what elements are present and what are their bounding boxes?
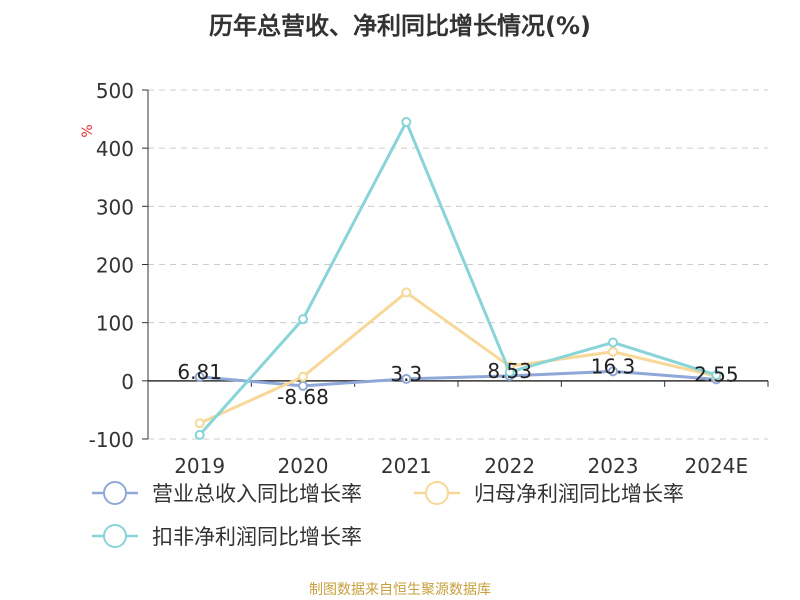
legend-marker bbox=[425, 481, 449, 505]
x-tick-label: 2019 bbox=[174, 454, 225, 478]
data-point bbox=[298, 371, 308, 382]
data-point bbox=[194, 418, 205, 429]
y-tick-label: 400 bbox=[96, 137, 134, 161]
data-point bbox=[608, 346, 618, 357]
y-tick-label: 100 bbox=[96, 312, 134, 336]
data-point bbox=[194, 371, 205, 382]
data-label: -8.68 bbox=[277, 385, 329, 409]
x-tick-label: 2024E bbox=[685, 454, 749, 478]
data-point bbox=[194, 429, 205, 440]
data-point bbox=[608, 337, 618, 348]
chart-title: 历年总营收、净利同比增长情况(%) bbox=[209, 12, 591, 40]
legend-label: 营业总收入同比增长率 bbox=[152, 482, 362, 506]
x-tick-label: 2021 bbox=[381, 454, 432, 478]
x-tick-label: 2020 bbox=[278, 454, 329, 478]
series-lines bbox=[194, 116, 722, 440]
data-point bbox=[298, 380, 308, 391]
y-tick-label: -100 bbox=[89, 428, 134, 452]
data-point bbox=[401, 116, 412, 127]
series-line bbox=[199, 290, 717, 425]
y-axis-label: % bbox=[80, 124, 96, 137]
series-line bbox=[198, 120, 717, 436]
data-label: 16.3 bbox=[591, 354, 636, 378]
data-point bbox=[401, 287, 412, 298]
legend-marker bbox=[103, 524, 127, 548]
legend-item[interactable]: 扣非净利润同比增长率 bbox=[92, 524, 362, 549]
data-label: 3.3 bbox=[390, 362, 422, 386]
y-tick-label: 0 bbox=[121, 370, 134, 394]
data-point bbox=[298, 314, 308, 325]
data-point bbox=[608, 366, 618, 377]
data-point bbox=[504, 367, 515, 378]
x-tick-label: 2023 bbox=[588, 454, 639, 478]
data-label: 2.55 bbox=[694, 362, 739, 386]
source-note: 制图数据来自恒生聚源数据库 bbox=[309, 582, 491, 598]
y-tick-label: 500 bbox=[96, 79, 134, 103]
legend-item[interactable]: 归母净利润同比增长率 bbox=[414, 481, 684, 506]
data-label: 6.81 bbox=[177, 360, 222, 384]
legend-label: 归母净利润同比增长率 bbox=[474, 482, 684, 506]
grid-lines bbox=[148, 89, 768, 440]
y-tick-label: 200 bbox=[96, 254, 134, 278]
data-point bbox=[401, 373, 412, 384]
legend-marker bbox=[103, 481, 127, 505]
legend-item[interactable]: 营业总收入同比增长率 bbox=[92, 481, 362, 506]
legend-label: 扣非净利润同比增长率 bbox=[152, 525, 362, 549]
data-labels: 6.81 -8.68 3.3 8.53 16.3 2.55 bbox=[177, 354, 738, 409]
axes: -100 0 100 200 300 400 500 2019 2020 2021 2022 2023… bbox=[80, 79, 769, 478]
data-label: 8.53 bbox=[487, 359, 532, 383]
x-tick-label: 2022 bbox=[484, 454, 535, 478]
data-point bbox=[711, 370, 722, 381]
y-tick-label: 300 bbox=[96, 195, 134, 219]
